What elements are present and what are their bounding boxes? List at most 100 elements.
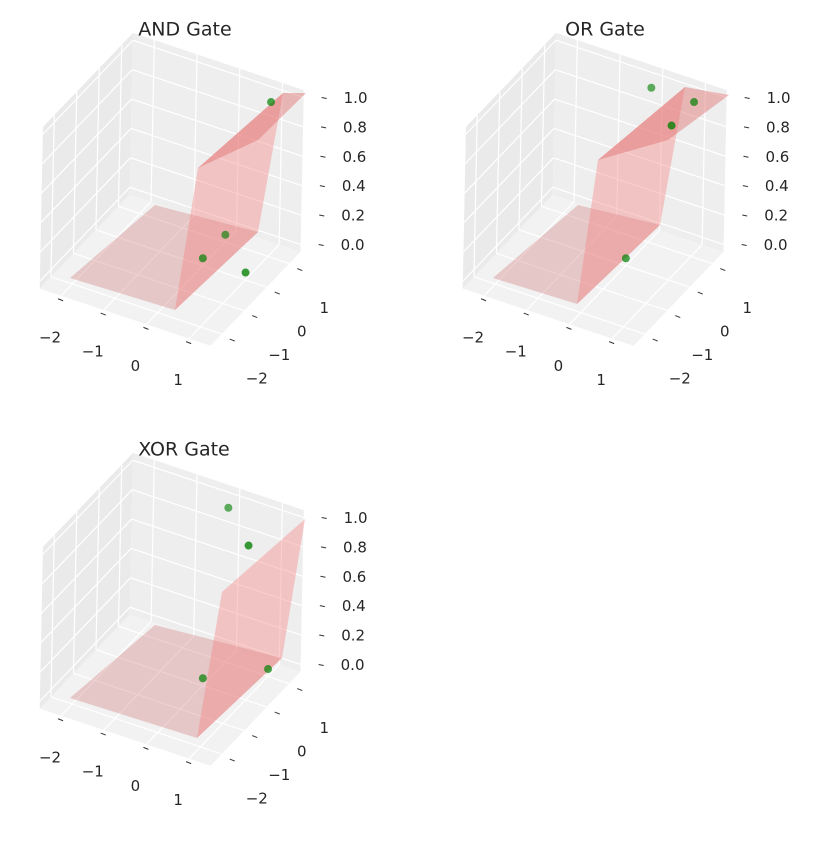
point bbox=[264, 665, 273, 674]
grid-line bbox=[193, 54, 198, 217]
y-tick-label: −1 bbox=[268, 766, 290, 784]
point bbox=[647, 83, 656, 92]
tick-mark bbox=[100, 312, 106, 316]
chart-title: OR Gate bbox=[565, 19, 645, 41]
grid-line bbox=[73, 252, 245, 312]
grid-line bbox=[495, 91, 501, 254]
grid-line bbox=[72, 511, 78, 674]
grid-line bbox=[41, 518, 133, 614]
grid-line bbox=[193, 474, 198, 637]
tick-mark bbox=[274, 291, 280, 295]
grid-line bbox=[496, 252, 668, 312]
tick-mark bbox=[320, 155, 326, 158]
grid-line bbox=[235, 68, 241, 231]
grid-line bbox=[130, 157, 302, 216]
y-tick-label: 1 bbox=[319, 299, 329, 317]
tick-mark bbox=[297, 688, 303, 692]
tick-mark bbox=[523, 312, 529, 316]
z-tick-label: 1.0 bbox=[344, 509, 368, 527]
z-tick-label: 0.0 bbox=[341, 236, 365, 254]
back-pane bbox=[129, 32, 304, 252]
y-tick-label: 1 bbox=[319, 719, 329, 737]
grid-line bbox=[483, 201, 575, 297]
grid-line bbox=[569, 229, 660, 325]
tick-mark bbox=[742, 214, 748, 217]
surface bbox=[70, 205, 258, 310]
tick-mark bbox=[319, 185, 325, 188]
z-tick-label: 0.4 bbox=[765, 177, 789, 195]
z-tick-label: 1.0 bbox=[767, 89, 791, 107]
z-tick-label: 0.2 bbox=[764, 207, 788, 225]
grid-line bbox=[131, 518, 303, 577]
grid-line bbox=[235, 488, 241, 651]
grid-line bbox=[132, 459, 304, 519]
grid-line bbox=[130, 127, 303, 187]
x-tick-label: 0 bbox=[131, 357, 141, 375]
tick-mark bbox=[143, 746, 149, 750]
grid-line bbox=[553, 157, 725, 216]
grid-line bbox=[117, 464, 123, 627]
x-tick-label: −1 bbox=[82, 763, 104, 781]
grid-line bbox=[278, 82, 284, 245]
grid-line bbox=[95, 488, 100, 650]
point bbox=[267, 98, 276, 107]
y-tick-label: −2 bbox=[669, 370, 691, 388]
back-pane bbox=[552, 32, 727, 252]
grid-line bbox=[150, 460, 155, 622]
grid-line bbox=[146, 229, 237, 325]
grid-line bbox=[103, 215, 195, 311]
tick-mark bbox=[252, 315, 258, 319]
tick-mark bbox=[274, 711, 280, 715]
tick-mark bbox=[743, 155, 749, 158]
grid-line bbox=[118, 625, 290, 685]
tick-mark bbox=[318, 663, 324, 666]
grid-line bbox=[473, 276, 645, 335]
grid-line bbox=[40, 157, 131, 253]
axes-panes bbox=[39, 32, 727, 766]
z-tick-label: 0.0 bbox=[341, 656, 365, 674]
grid-line bbox=[40, 548, 132, 643]
grid-line bbox=[555, 69, 727, 128]
y-tick-label: 0 bbox=[297, 743, 307, 761]
z-tick-label: 0.8 bbox=[766, 118, 790, 136]
z-tick-label: 0.6 bbox=[342, 148, 366, 166]
z-tick-label: 0.8 bbox=[343, 118, 367, 136]
surface bbox=[198, 93, 306, 168]
surface bbox=[577, 87, 685, 304]
tick-mark bbox=[608, 341, 615, 345]
grid-line bbox=[278, 502, 284, 665]
x-tick-label: 1 bbox=[173, 791, 183, 809]
grid-line bbox=[150, 40, 155, 202]
z-tick-label: 0.8 bbox=[343, 538, 367, 556]
chart-title: AND Gate bbox=[138, 19, 231, 41]
surfaces bbox=[70, 87, 729, 738]
tick-mark bbox=[744, 96, 750, 99]
grid-line bbox=[464, 69, 556, 165]
tick-mark bbox=[320, 546, 327, 549]
z-tick-label: 0.0 bbox=[764, 236, 788, 254]
grid-line bbox=[611, 244, 703, 340]
tick-mark bbox=[297, 268, 303, 272]
point bbox=[244, 541, 253, 550]
tick-mark bbox=[480, 298, 487, 302]
grid-line bbox=[518, 229, 690, 288]
grid-line bbox=[60, 621, 152, 717]
x-tick-label: 1 bbox=[173, 371, 183, 389]
tick-mark bbox=[743, 126, 750, 129]
grid-line bbox=[701, 82, 707, 245]
point bbox=[690, 98, 699, 107]
x-tick-label: −2 bbox=[39, 748, 61, 766]
surface bbox=[70, 625, 282, 738]
tick-mark bbox=[319, 634, 325, 637]
x-tick-label: −1 bbox=[82, 343, 104, 361]
grid-line bbox=[462, 186, 554, 282]
grid-line bbox=[573, 40, 578, 202]
grid-line bbox=[473, 115, 478, 277]
tick-mark bbox=[100, 732, 106, 736]
z-tick-label: 0.4 bbox=[342, 597, 366, 615]
z-tick-label: 0.2 bbox=[341, 207, 365, 225]
tick-mark bbox=[741, 243, 747, 246]
tick-mark bbox=[319, 214, 325, 217]
grid-line bbox=[50, 696, 222, 755]
grid-line bbox=[118, 205, 290, 265]
